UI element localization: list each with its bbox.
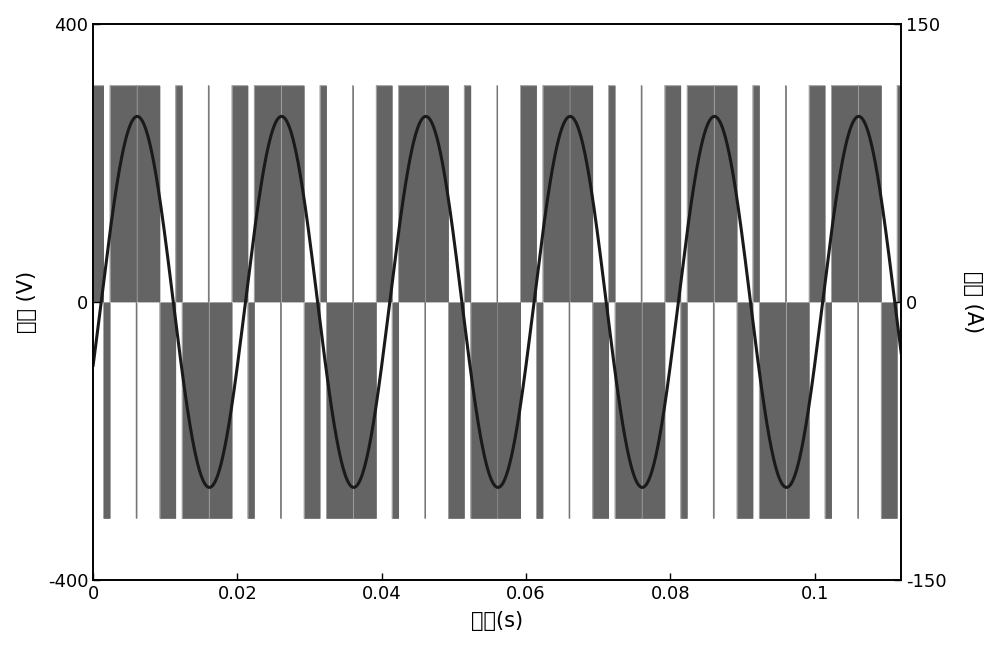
Y-axis label: 电压 (V): 电压 (V) [17,271,37,333]
Y-axis label: 电流 (A): 电流 (A) [963,271,983,333]
X-axis label: 时间(s): 时间(s) [471,611,523,631]
